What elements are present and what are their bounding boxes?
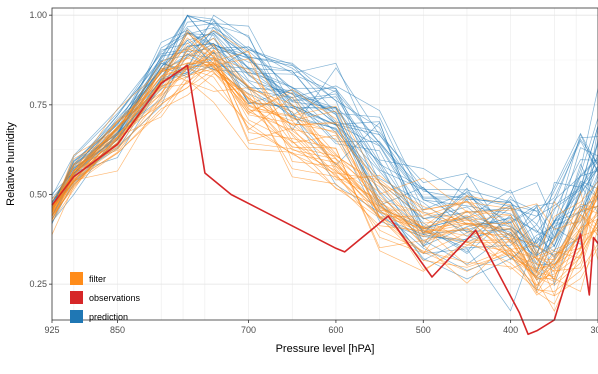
- x-tick-label: 300: [590, 325, 598, 335]
- legend-swatch-filter: [70, 272, 83, 285]
- observation-line: [51, 64, 598, 336]
- plot-panel: [52, 8, 598, 320]
- x-tick-label: 500: [416, 325, 431, 335]
- x-tick-label: 600: [328, 325, 343, 335]
- filter-member-line: [51, 57, 598, 294]
- y-tick-label: 0.75: [29, 100, 47, 110]
- legend-swatch-prediction: [70, 310, 83, 323]
- legend-label-filter: filter: [89, 274, 106, 284]
- filter-member-line: [51, 68, 598, 296]
- y-axis-title: Relative humidity: [5, 122, 17, 206]
- plot-border: [51, 7, 598, 321]
- legend-swatch-observations: [70, 291, 83, 304]
- filter-member-line: [51, 43, 598, 286]
- prediction-member-line: [51, 15, 598, 244]
- filter-member-line: [51, 69, 598, 305]
- y-tick-label: 1.00: [29, 10, 47, 20]
- prediction-member-line: [51, 30, 598, 248]
- prediction-member-line: [51, 31, 598, 240]
- filter-member-line: [51, 46, 598, 279]
- legend: filter observations prediction: [70, 272, 141, 323]
- prediction-member-line: [51, 32, 598, 233]
- y-tick-label: 0.50: [29, 189, 47, 199]
- y-axis: 0.25 0.50 0.75 1.00: [29, 10, 52, 289]
- ensemble-lines: [51, 14, 598, 312]
- x-axis-title: Pressure level [hPA]: [276, 343, 375, 355]
- x-tick-label: 925: [44, 325, 59, 335]
- filter-member-line: [51, 29, 598, 230]
- x-tick-label: 850: [110, 325, 125, 335]
- legend-label-observations: observations: [89, 293, 141, 303]
- filter-member-line: [51, 67, 598, 266]
- filter-member-line: [51, 48, 598, 281]
- filter-member-line: [51, 65, 598, 292]
- legend-label-prediction: prediction: [89, 312, 128, 322]
- x-tick-label: 400: [503, 325, 518, 335]
- filter-member-line: [51, 49, 598, 270]
- filter-member-line: [51, 58, 598, 269]
- x-axis: 925 850 700 600 500 400 300: [44, 320, 598, 335]
- prediction-member-line: [51, 42, 598, 280]
- x-tick-label: 700: [241, 325, 256, 335]
- prediction-member-line: [51, 29, 598, 247]
- observations-line: [51, 64, 598, 336]
- y-tick-label: 0.25: [29, 279, 47, 289]
- filter-member-line: [51, 49, 598, 270]
